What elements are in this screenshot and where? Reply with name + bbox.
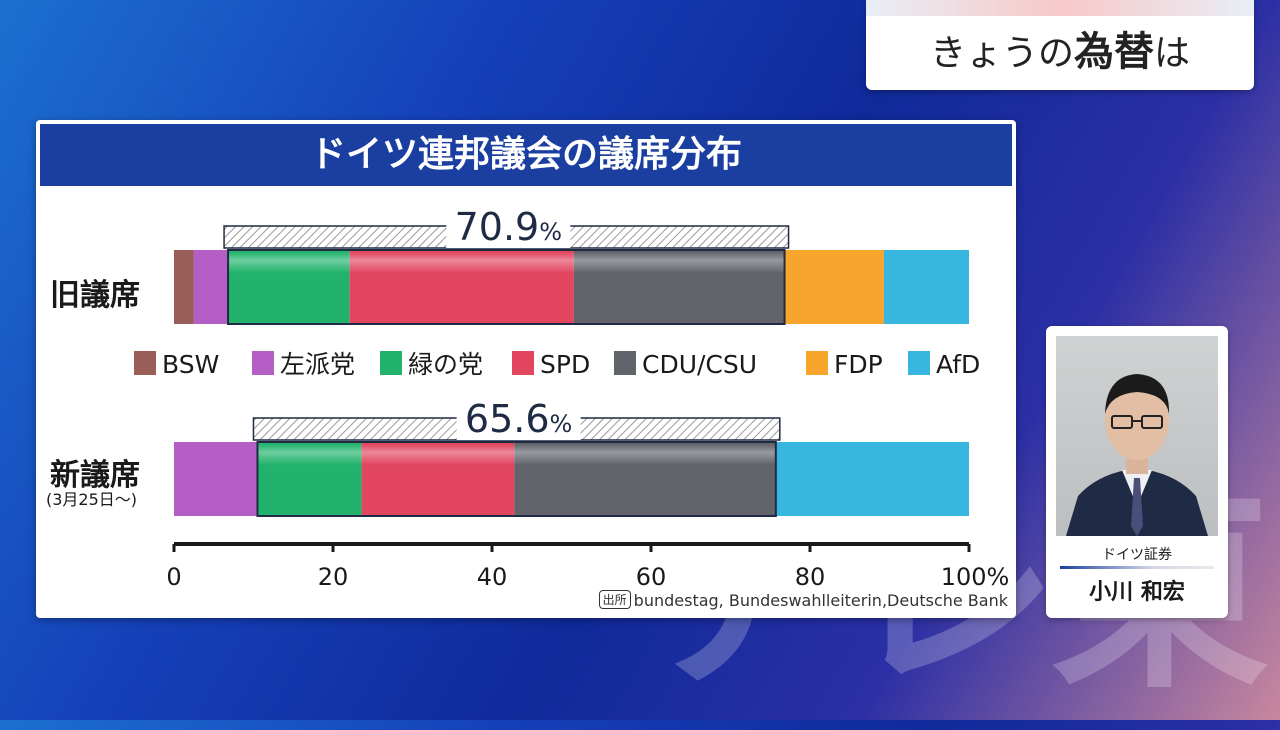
- coalition-share-label-0: 70.9%: [455, 205, 562, 249]
- name-divider: [1060, 566, 1214, 569]
- legend-swatch-3: [512, 351, 534, 375]
- bar-segment-new-0: [174, 442, 258, 516]
- chart-source: 出所 bundestag, Bundeswahlleiterin,Deutsche…: [598, 590, 1008, 610]
- coalition-gloss-1: [257, 444, 776, 514]
- banner-accent-strip: [866, 0, 1254, 16]
- source-tag: 出所: [598, 590, 631, 609]
- coalition-share-label-1: 65.6%: [465, 397, 572, 441]
- person-silhouette-icon: [1066, 374, 1208, 536]
- topic-title-keyword: 為替: [1074, 29, 1154, 75]
- coalition-gloss-0: [228, 252, 785, 322]
- legend-label-1: 左派党: [280, 350, 355, 379]
- bar-segment-old-1: [193, 250, 229, 324]
- chart-title: ドイツ連邦議会の議席分布: [40, 124, 1012, 186]
- legend-label-6: AfD: [936, 350, 980, 379]
- legend-label-4: CDU/CSU: [642, 350, 757, 379]
- legend-swatch-1: [252, 351, 274, 375]
- topic-title-suffix: は: [1154, 33, 1191, 74]
- legend-label-2: 緑の党: [408, 350, 483, 379]
- x-tick-label-3: 60: [636, 563, 667, 591]
- x-tick-label-4: 80: [795, 563, 826, 591]
- x-tick-label-0: 0: [166, 563, 181, 591]
- commentator-name: 小川 和宏: [1089, 580, 1185, 605]
- topic-title: きょうの為替は: [866, 16, 1254, 90]
- bar-segment-old-6: [883, 250, 969, 324]
- legend-label-3: SPD: [540, 350, 590, 379]
- x-tick-label-2: 40: [477, 563, 508, 591]
- legend-swatch-6: [908, 351, 930, 375]
- bar-segment-new-4: [775, 442, 969, 516]
- chart-panel: ドイツ連邦議会の議席分布 70.9% 65.6% BSW 左派党 緑の党 SPD CDU/C…: [36, 120, 1016, 618]
- legend-label-5: FDP: [834, 350, 883, 379]
- coalition-outline-0: [227, 249, 786, 325]
- source-text: bundestag, Bundeswahlleiterin,Deutsche B…: [633, 591, 1008, 610]
- bar-segment-old-5: [784, 250, 884, 324]
- row-label-old: 旧議席: [50, 278, 140, 313]
- row-sublabel-new: (3月25日〜): [46, 490, 138, 509]
- legend-swatch-2: [380, 351, 402, 375]
- topic-banner: きょうの為替は: [866, 0, 1254, 90]
- x-tick-label-1: 20: [318, 563, 349, 591]
- seat-distribution-chart: 70.9% 65.6% BSW 左派党 緑の党 SPD CDU/CSU FDP AfD 0 20 40…: [134, 205, 1010, 591]
- coalition-label-bg-1: [456, 402, 581, 440]
- coalition-outline-1: [256, 441, 777, 517]
- row-label-new: 新議席: [50, 458, 140, 493]
- legend-swatch-0: [134, 351, 156, 375]
- commentator-card: ドイツ証券 小川 和宏: [1046, 326, 1228, 618]
- legend-swatch-4: [614, 351, 636, 375]
- legend-swatch-5: [806, 351, 828, 375]
- x-tick-label-5: 100%: [941, 563, 1010, 591]
- commentator-photo: [1056, 336, 1218, 536]
- legend-label-0: BSW: [162, 350, 219, 379]
- bar-segment-old-0: [174, 250, 194, 324]
- coalition-label-bg-0: [446, 210, 571, 248]
- commentator-company: ドイツ証券: [1102, 547, 1172, 563]
- topic-title-prefix: きょうの: [929, 33, 1074, 74]
